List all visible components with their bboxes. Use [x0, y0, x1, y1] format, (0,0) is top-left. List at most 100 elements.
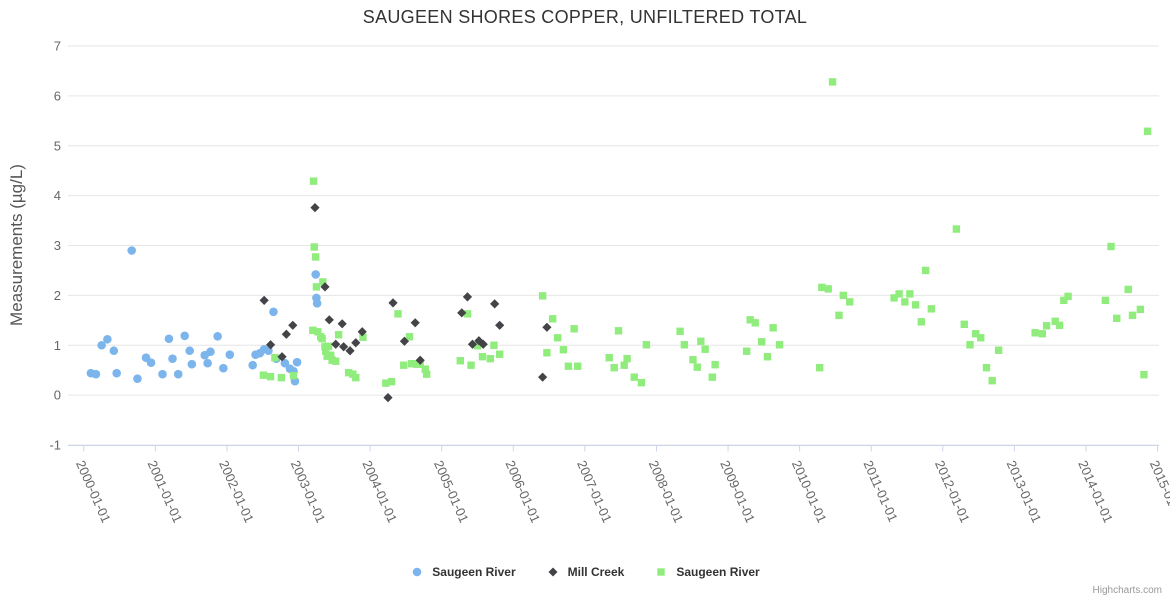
- data-point-square[interactable]: [890, 294, 898, 302]
- data-point-circle[interactable]: [158, 369, 167, 379]
- data-point-square[interactable]: [564, 362, 573, 370]
- data-point-circle[interactable]: [180, 331, 189, 341]
- data-point-square[interactable]: [711, 361, 719, 369]
- data-point-diamond[interactable]: [457, 308, 467, 318]
- data-point-square[interactable]: [1042, 322, 1051, 330]
- data-point-square[interactable]: [1107, 242, 1115, 251]
- data-point-square[interactable]: [921, 266, 930, 275]
- data-point-square[interactable]: [960, 320, 968, 329]
- data-point-square[interactable]: [701, 345, 709, 353]
- data-point-square[interactable]: [901, 298, 909, 306]
- data-point-square[interactable]: [1064, 292, 1072, 301]
- data-point-circle[interactable]: [109, 346, 119, 356]
- data-point-circle[interactable]: [173, 369, 183, 379]
- data-point-square[interactable]: [972, 330, 980, 338]
- data-point-square[interactable]: [309, 177, 318, 185]
- data-point-square[interactable]: [473, 342, 482, 350]
- data-point-square[interactable]: [543, 349, 551, 357]
- data-point-square[interactable]: [332, 357, 340, 365]
- data-point-square[interactable]: [400, 361, 408, 369]
- data-point-circle[interactable]: [168, 354, 177, 364]
- data-point-square[interactable]: [1113, 314, 1121, 323]
- data-point-diamond[interactable]: [345, 346, 355, 356]
- data-point-diamond[interactable]: [388, 298, 398, 308]
- data-point-diamond[interactable]: [337, 319, 347, 329]
- legend-item-saugeen-river-2[interactable]: Saugeen River: [654, 565, 760, 579]
- data-point-square[interactable]: [407, 360, 416, 368]
- data-point-square[interactable]: [763, 353, 772, 361]
- data-point-square[interactable]: [605, 354, 613, 362]
- highcharts-credit-link[interactable]: Highcharts.com: [1092, 585, 1162, 596]
- data-point-square[interactable]: [548, 315, 557, 323]
- data-point-square[interactable]: [327, 351, 335, 359]
- data-point-square[interactable]: [318, 335, 326, 343]
- data-point-circle[interactable]: [164, 334, 174, 344]
- data-point-square[interactable]: [478, 353, 487, 361]
- data-point-square[interactable]: [1060, 296, 1068, 305]
- data-point-square[interactable]: [680, 341, 689, 349]
- data-point-circle[interactable]: [248, 360, 257, 370]
- data-point-square[interactable]: [324, 342, 333, 350]
- data-point-square[interactable]: [708, 373, 716, 381]
- data-point-circle[interactable]: [91, 369, 101, 379]
- data-point-circle[interactable]: [219, 363, 228, 373]
- data-point-circle[interactable]: [269, 307, 278, 317]
- data-point-square[interactable]: [1038, 330, 1047, 338]
- data-point-circle[interactable]: [225, 350, 235, 360]
- data-point-circle[interactable]: [146, 358, 156, 368]
- data-point-square[interactable]: [697, 337, 705, 345]
- data-point-circle[interactable]: [127, 246, 137, 255]
- data-point-square[interactable]: [994, 346, 1003, 354]
- data-point-square[interactable]: [570, 325, 578, 333]
- legend-item-mill-creek[interactable]: Mill Creek: [546, 565, 624, 579]
- data-point-square[interactable]: [676, 327, 684, 335]
- data-point-diamond[interactable]: [542, 322, 552, 332]
- data-point-square[interactable]: [486, 355, 495, 363]
- data-point-diamond[interactable]: [383, 393, 393, 403]
- data-point-circle[interactable]: [292, 357, 302, 367]
- data-point-diamond[interactable]: [281, 329, 291, 339]
- data-point-diamond[interactable]: [351, 338, 361, 348]
- data-point-circle[interactable]: [280, 358, 290, 368]
- data-point-square[interactable]: [1055, 321, 1064, 329]
- data-point-diamond[interactable]: [474, 336, 484, 346]
- data-point-square[interactable]: [1124, 285, 1132, 294]
- data-point-square[interactable]: [1140, 370, 1148, 379]
- data-point-square[interactable]: [746, 316, 754, 324]
- data-point-diamond[interactable]: [259, 295, 269, 305]
- data-point-diamond[interactable]: [265, 340, 276, 350]
- data-point-square[interactable]: [456, 357, 465, 365]
- data-point-diamond[interactable]: [410, 318, 420, 328]
- data-point-square[interactable]: [818, 283, 826, 292]
- data-point-circle[interactable]: [203, 358, 212, 368]
- data-point-diamond[interactable]: [339, 342, 349, 352]
- data-point-square[interactable]: [289, 371, 298, 380]
- data-point-square[interactable]: [467, 361, 475, 369]
- data-point-square[interactable]: [614, 327, 623, 335]
- data-point-square[interactable]: [266, 372, 275, 381]
- data-point-square[interactable]: [422, 370, 431, 378]
- data-point-diamond[interactable]: [399, 336, 410, 346]
- data-point-square[interactable]: [769, 324, 777, 332]
- data-point-square[interactable]: [553, 334, 562, 342]
- data-point-square[interactable]: [775, 341, 784, 349]
- data-point-diamond[interactable]: [478, 339, 488, 349]
- data-point-square[interactable]: [314, 328, 322, 336]
- data-point-circle[interactable]: [97, 340, 106, 350]
- data-point-diamond[interactable]: [331, 339, 341, 349]
- data-point-square[interactable]: [310, 243, 318, 251]
- data-point-circle[interactable]: [133, 374, 142, 383]
- data-point-square[interactable]: [1031, 329, 1039, 337]
- data-point-square[interactable]: [538, 292, 547, 300]
- data-point-square[interactable]: [405, 333, 414, 341]
- data-point-circle[interactable]: [311, 270, 320, 279]
- data-point-square[interactable]: [620, 361, 628, 369]
- data-point-diamond[interactable]: [310, 202, 320, 213]
- data-point-diamond[interactable]: [415, 355, 425, 365]
- data-point-square[interactable]: [1128, 311, 1137, 320]
- data-point-diamond[interactable]: [462, 292, 473, 302]
- data-point-square[interactable]: [846, 298, 854, 306]
- data-point-diamond[interactable]: [288, 320, 298, 330]
- data-point-diamond[interactable]: [277, 352, 287, 362]
- data-point-square[interactable]: [559, 346, 568, 354]
